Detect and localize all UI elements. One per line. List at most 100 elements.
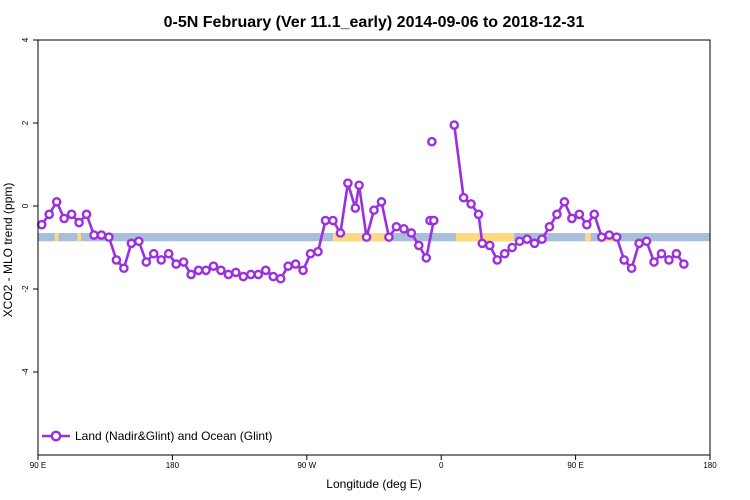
plot-frame xyxy=(37,39,711,456)
y-axis-label: XCO2 - MLO trend (ppm) xyxy=(1,183,15,318)
data-point xyxy=(514,236,525,247)
data-point xyxy=(268,271,279,282)
data-point xyxy=(171,259,181,269)
data-point xyxy=(664,255,674,265)
data-point xyxy=(178,257,189,267)
data-point xyxy=(522,234,532,244)
data-point xyxy=(466,199,476,209)
data-point xyxy=(649,257,659,267)
data-point xyxy=(156,255,166,265)
data-point xyxy=(96,230,107,240)
data-point xyxy=(253,269,264,280)
x-tick-label: 0 xyxy=(439,461,444,470)
data-point xyxy=(290,259,301,269)
data-point xyxy=(361,232,372,242)
data-point xyxy=(148,248,159,259)
data-point xyxy=(59,213,69,224)
legend: Land (Nadir&Glint) and Ocean (Glint) xyxy=(42,429,272,443)
data-point xyxy=(574,209,585,220)
x-tick-label: 90 E xyxy=(567,461,583,470)
data-point xyxy=(507,242,517,253)
data-point xyxy=(559,197,570,207)
data-point xyxy=(305,248,316,259)
y-tick-label: 0 xyxy=(21,203,30,208)
x-tick-label: 90 W xyxy=(297,461,316,470)
data-point xyxy=(51,197,62,207)
land-band-segment xyxy=(77,232,81,242)
y-tick-label: 4 xyxy=(21,37,30,42)
data-point xyxy=(604,230,615,240)
data-point xyxy=(66,209,77,220)
x-tick-label: 180 xyxy=(703,461,717,470)
data-point xyxy=(484,240,495,251)
data-point xyxy=(163,248,174,259)
data-point xyxy=(74,217,84,228)
data-point xyxy=(343,178,353,188)
legend-point-marker xyxy=(50,430,62,442)
data-point xyxy=(656,248,667,259)
data-point xyxy=(369,205,379,215)
data-point xyxy=(133,236,144,247)
data-point xyxy=(413,240,424,251)
data-point xyxy=(231,267,241,278)
x-tick-label: 90 E xyxy=(30,461,46,470)
data-point xyxy=(529,238,540,249)
data-point xyxy=(626,263,637,274)
data-point xyxy=(376,197,387,207)
data-point xyxy=(238,271,249,282)
data-point xyxy=(208,261,219,271)
data-point xyxy=(354,180,364,191)
x-axis-label: Longitude (deg E) xyxy=(326,477,421,491)
data-point xyxy=(275,273,286,284)
data-point xyxy=(582,219,592,230)
data-point xyxy=(473,209,484,220)
data-point xyxy=(328,215,338,226)
data-point xyxy=(245,269,256,280)
y-tick-label: -4 xyxy=(21,368,30,376)
data-point xyxy=(449,120,460,130)
data-point xyxy=(477,238,488,249)
data-point xyxy=(186,269,196,280)
x-tick-label: 180 xyxy=(166,461,180,470)
data-point xyxy=(492,255,503,265)
data-point xyxy=(260,265,271,276)
data-point xyxy=(544,221,555,232)
data-point xyxy=(193,265,204,276)
data-point xyxy=(679,259,689,269)
data-point xyxy=(634,238,644,249)
data-point xyxy=(335,228,346,238)
data-point xyxy=(111,255,122,265)
data-point xyxy=(391,221,402,232)
legend-label: Land (Nadir&Glint) and Ocean (Glint) xyxy=(75,429,272,443)
data-point xyxy=(350,203,361,213)
y-tick-label: -2 xyxy=(21,285,30,293)
data-point xyxy=(499,248,510,259)
data-point xyxy=(81,209,92,220)
data-point xyxy=(89,230,99,240)
data-point xyxy=(141,257,152,267)
data-point xyxy=(313,246,323,257)
series-line-group xyxy=(36,120,689,284)
data-point xyxy=(320,215,331,226)
chart-title: 0-5N February (Ver 11.1_early) 2014-09-0… xyxy=(164,14,585,31)
land-band-segment xyxy=(54,232,59,242)
data-point xyxy=(458,192,469,203)
data-point xyxy=(589,209,600,220)
data-point xyxy=(298,265,308,276)
data-point xyxy=(399,224,409,234)
data-point xyxy=(384,232,394,242)
data-point xyxy=(641,236,652,247)
data-point xyxy=(216,265,226,276)
data-point xyxy=(223,269,234,280)
data-point xyxy=(428,215,439,226)
data-point xyxy=(671,248,682,259)
data-point xyxy=(36,219,47,230)
data-point xyxy=(44,209,55,220)
data-point xyxy=(104,232,114,242)
data-point xyxy=(537,234,547,244)
data-point xyxy=(119,263,129,274)
land-band-segment xyxy=(456,232,514,242)
x-axis: 90 E 180 90 W 0 90 E 180 xyxy=(30,455,717,470)
y-axis: 4 2 0 -2 -4 xyxy=(21,37,38,376)
